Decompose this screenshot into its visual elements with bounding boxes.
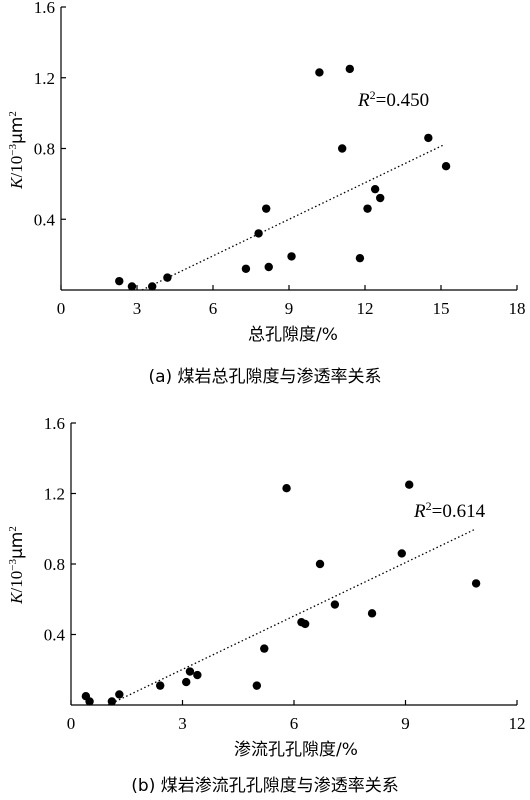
data-point (282, 484, 291, 493)
r-squared-annotation: R2=0.450 (357, 88, 429, 111)
data-point (115, 690, 124, 699)
data-point (355, 253, 365, 263)
y-tick-label: 0.4 (44, 626, 66, 645)
panel-a: K/10−3μm2 R2=0.450 总孔隙度/% (a) 煤岩总孔隙度与渗透率… (7, 0, 526, 387)
y-tick-label: 0.8 (34, 140, 55, 159)
caption: (b) 煤岩渗流孔孔隙度与渗透率关系 (131, 776, 398, 796)
data-point (397, 549, 406, 558)
y-tick-label: 1.6 (44, 414, 65, 433)
data-point (127, 282, 137, 291)
data-point (163, 273, 172, 282)
x-tick-label: 6 (209, 299, 218, 318)
data-point (330, 600, 340, 609)
caption: (a) 煤岩总孔隙度与渗透率关系 (148, 367, 381, 387)
panel-b: K/10−3μm2 R2=0.614 渗流孔孔隙度/% (b) 煤岩渗流孔孔隙度… (7, 414, 526, 796)
x-tick-label: 0 (57, 299, 66, 318)
r-squared-annotation: R2=0.614 (413, 499, 486, 522)
x-tick-label: 18 (509, 299, 526, 318)
y-tick-label: 1.2 (34, 69, 55, 88)
y-tick-label: 1.2 (44, 485, 65, 504)
data-point (264, 262, 273, 272)
x-tick-label: 12 (509, 714, 526, 733)
y-tick-label: 1.6 (34, 0, 55, 17)
x-tick-label: 15 (433, 299, 450, 318)
data-point (338, 144, 347, 153)
x-tick-label: 9 (401, 714, 410, 733)
data-point (405, 480, 414, 489)
data-point (156, 681, 165, 690)
x-tick-label: 6 (290, 714, 299, 733)
data-point (148, 282, 157, 291)
data-point (260, 644, 269, 653)
data-point (345, 64, 354, 74)
y-tick-label: 0.8 (44, 555, 65, 574)
data-point (370, 184, 380, 194)
data-point (424, 133, 433, 143)
x-axis-label: 总孔隙度/% (248, 325, 338, 345)
trend-line (141, 144, 444, 291)
x-tick-label: 3 (178, 714, 187, 733)
x-axis-label: 渗流孔孔隙度/% (234, 740, 358, 760)
data-point (441, 161, 451, 171)
x-tick-label: 12 (357, 299, 374, 318)
trend-line (107, 528, 477, 706)
data-point (367, 609, 377, 618)
data-point (107, 697, 117, 706)
x-tick-label: 3 (133, 299, 142, 318)
data-point (287, 252, 296, 261)
data-point (85, 697, 94, 706)
y-axis-label: K/10−3μm2 (7, 111, 27, 190)
data-point (471, 579, 481, 588)
data-point (315, 68, 324, 77)
data-point (182, 677, 191, 687)
data-point (262, 204, 271, 213)
data-point (185, 667, 195, 676)
data-point (193, 670, 202, 680)
y-axis-label: K/10−3μm2 (7, 526, 27, 605)
data-point (254, 229, 263, 238)
data-point (300, 619, 310, 629)
x-tick-label: 0 (67, 714, 76, 733)
data-point (376, 193, 385, 203)
data-point (363, 204, 372, 213)
x-tick-label: 9 (285, 299, 294, 318)
data-point (241, 264, 251, 273)
y-tick-label: 0.4 (34, 210, 56, 229)
data-point (115, 276, 124, 286)
data-point (252, 681, 262, 690)
data-point (315, 559, 325, 569)
